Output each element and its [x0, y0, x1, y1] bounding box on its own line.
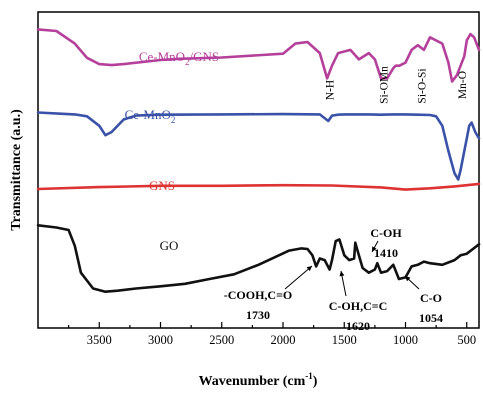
- series-label-ce-mno2: Ce-MnO2: [125, 107, 176, 125]
- series-label-gns: GNS: [149, 178, 175, 193]
- series-line-ce-mno2: [36, 111, 481, 181]
- x-axis-ticks: 3500 3000 2500 2000 1500 1000 500: [68, 322, 476, 347]
- annotation-arrow-cooh: [284, 265, 313, 290]
- x-tick-label: 2000: [271, 333, 296, 347]
- bond-label-n-h: N-H: [325, 80, 337, 100]
- series-line-gns: [36, 182, 481, 191]
- y-axis-label: Transmittance (a.u.): [9, 109, 24, 231]
- x-tick-label: 500: [457, 333, 476, 347]
- annotation-label-co: C-O: [420, 291, 442, 305]
- x-tick-label: 1000: [393, 333, 418, 347]
- annotation-value-coh: 1410: [374, 246, 398, 260]
- x-axis-label-main: Wavenumber (cm: [199, 374, 306, 389]
- annotation-value-coh_cc: 1620: [346, 319, 370, 333]
- series-label-go: GO: [160, 238, 179, 253]
- bond-label-si-o-si: Si-O-Si: [416, 68, 428, 103]
- bond-label-si-omn: Si-OMn: [378, 66, 390, 104]
- annotation-label-coh_cc: C-OH,C=C: [329, 299, 388, 313]
- annotation-arrowhead-cooh: [306, 266, 312, 272]
- annotation-value-cooh: 1730: [246, 308, 270, 322]
- annotation-arrowhead-co: [405, 276, 411, 282]
- plot-frame: [37, 11, 480, 329]
- annotation-label-cooh: -COOH,C=O: [224, 288, 293, 302]
- series-line-ce-mno2-gns: [36, 28, 481, 83]
- x-tick-label: 3000: [148, 333, 173, 347]
- annotation-value-co: 1054: [419, 311, 443, 325]
- series-labels: Ce-MnO2/GNS Ce-MnO2 GNS GO: [125, 49, 220, 253]
- annotation-label-coh: C-OH: [370, 226, 402, 240]
- x-axis-label: Wavenumber (cm-1): [199, 371, 318, 389]
- bond-label-mn-o: Mn-O: [457, 71, 469, 99]
- x-tick-label: 2500: [209, 333, 234, 347]
- x-axis-label-end: ): [313, 374, 318, 389]
- series-group: [36, 28, 481, 294]
- series-label-ce-mno2-gns: Ce-MnO2/GNS: [139, 49, 219, 67]
- x-axis-label-sup: -1: [305, 371, 313, 381]
- series-line-go: [36, 224, 481, 294]
- annotation-arrowhead-coh: [372, 246, 377, 252]
- x-tick-label: 3500: [87, 333, 112, 347]
- peak-annotations: N-H Si-OMn Si-O-Si Mn-O -COOH,C=O 1730 C-OH,C=…: [224, 66, 469, 333]
- annotation-arrowhead-coh_cc: [339, 271, 345, 277]
- x-tick-label: 1500: [332, 333, 357, 347]
